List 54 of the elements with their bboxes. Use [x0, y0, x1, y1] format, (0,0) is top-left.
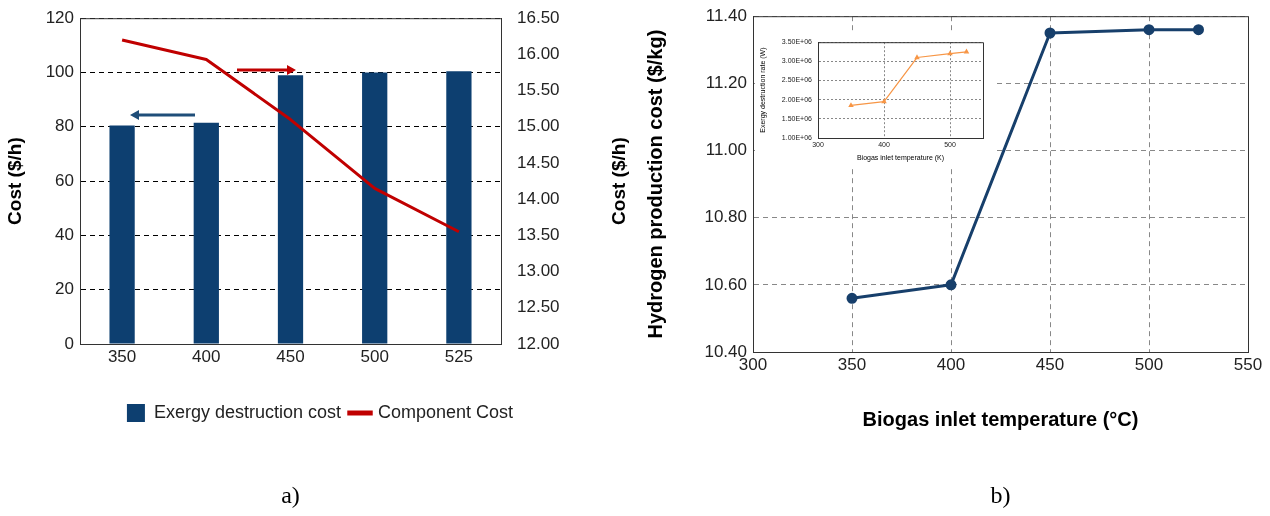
text: b) — [990, 482, 1011, 509]
y2-tick-label: 13.00 — [517, 261, 560, 281]
y-tick-label: 10.80 — [704, 207, 747, 227]
y-tick-label: 80 — [55, 116, 74, 136]
y-tick-label: 40 — [55, 225, 74, 245]
point — [1044, 27, 1056, 39]
x-tick-label: 350 — [837, 354, 867, 374]
x-tick-label: 400 — [192, 346, 221, 366]
point — [846, 292, 858, 304]
y-tick-label: 60 — [55, 170, 74, 190]
point — [881, 99, 887, 104]
y2-tick-label: 13.50 — [517, 225, 560, 245]
point — [947, 51, 953, 56]
bar — [193, 122, 219, 344]
x-tick-label: 500 — [360, 346, 389, 366]
bar — [109, 125, 135, 344]
y-axis-title: Cost ($/h) — [3, 137, 25, 225]
bar — [446, 71, 472, 344]
y-tick-label: 20 — [55, 279, 74, 299]
legend-label: Exergy destruction cost — [153, 401, 342, 422]
text: a) — [281, 482, 300, 509]
point — [848, 102, 854, 108]
y-tick-label: 10.60 — [704, 274, 747, 294]
y2-tick-label: 15.50 — [517, 80, 560, 100]
y2-tick-label: 12.50 — [517, 297, 560, 317]
y-tick-label: 100 — [45, 62, 74, 82]
y2-tick-label: 14.50 — [517, 152, 560, 172]
y2-tick-label: 14.00 — [517, 188, 560, 208]
y-axis-title: Hydrogen production cost ($/kg) — [643, 29, 666, 339]
y-tick-label: 11.00 — [705, 140, 747, 160]
point — [964, 49, 969, 54]
y2-tick-label: 16.50 — [517, 7, 560, 27]
point — [1193, 24, 1204, 36]
y-tick-label: 120 — [45, 7, 74, 27]
x-tick-label: 450 — [1035, 354, 1065, 374]
y2-axis-title: Cost ($/h) — [608, 137, 630, 225]
legend-label: Component Cost — [378, 401, 514, 422]
x-tick-label: 500 — [1134, 354, 1164, 374]
y-tick-label: 11.40 — [705, 5, 747, 25]
x-tick-label: 550 — [1233, 354, 1263, 374]
bar — [362, 72, 388, 344]
x-tick-label: 525 — [444, 346, 474, 366]
point — [1143, 24, 1155, 36]
point — [914, 54, 920, 60]
y-tick-label: 11.20 — [705, 73, 747, 93]
x-tick-label: 400 — [936, 354, 966, 374]
y2-tick-label: 16.00 — [517, 44, 560, 64]
x-tick-label: 350 — [107, 346, 137, 366]
x-tick-label: 450 — [276, 346, 305, 366]
x-axis-title: Biogas inlet temperature (°C) — [862, 407, 1139, 430]
y2-tick-label: 15.00 — [517, 116, 560, 136]
y-tick-label: 0 — [64, 333, 74, 353]
point — [945, 279, 957, 291]
y2-tick-label: 12.00 — [517, 333, 560, 353]
